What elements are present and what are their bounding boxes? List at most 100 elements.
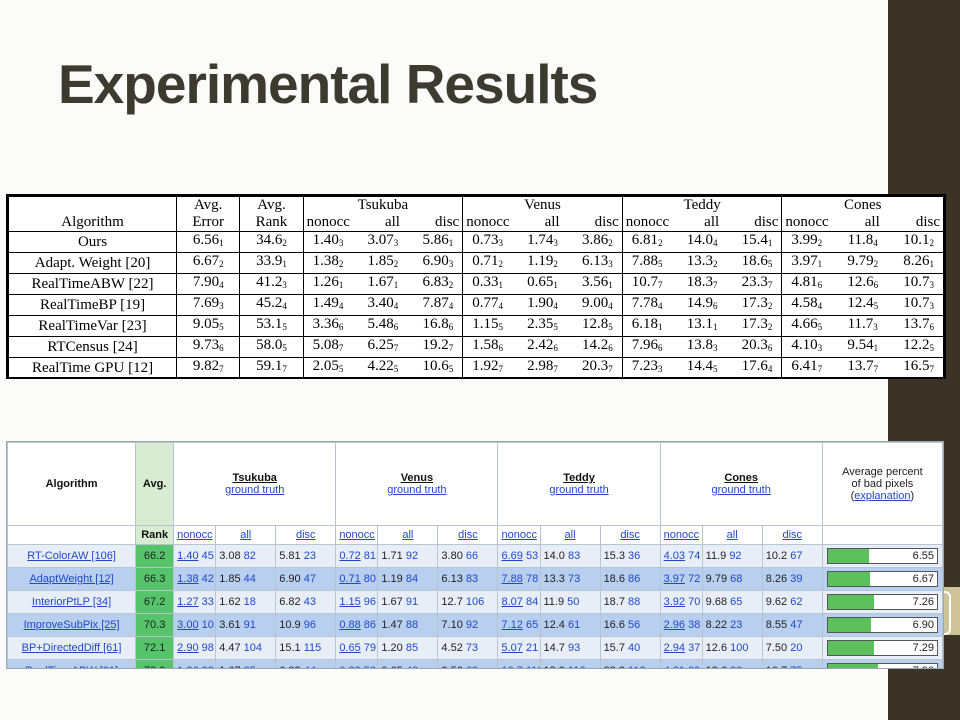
subcol-nonocc-link[interactable]: nonocc [335, 525, 379, 545]
value[interactable]: 0.88 [339, 619, 361, 631]
value[interactable]: 3.00 [177, 619, 199, 631]
table-row: RealTimeVar [23] 9.055 53.15 3.366 5.486 16.8… [7, 315, 944, 337]
subcol-label[interactable]: all [564, 529, 576, 541]
subcol-label[interactable]: disc [296, 529, 316, 541]
avg-error-value: 9.055 [192, 316, 224, 332]
value[interactable]: 5.07 [501, 642, 523, 654]
group-title-link[interactable]: Teddy [563, 472, 595, 484]
value[interactable]: 10.7 [501, 665, 522, 668]
subcol-label[interactable]: all [726, 529, 738, 541]
ground-truth-link[interactable]: ground truth [387, 484, 447, 496]
value: 1.71 [381, 550, 403, 562]
value[interactable]: 7.12 [501, 619, 523, 631]
cell-value: 17.32 [741, 316, 773, 332]
group-values-row: 2.055 4.225 10.65 [307, 358, 460, 378]
subcol-label[interactable]: disc [458, 529, 478, 541]
subheader-empty [7, 525, 137, 545]
value-cell: 4.52 73 [437, 636, 499, 660]
value: 10.9 [279, 619, 301, 631]
value[interactable]: 6.69 [501, 550, 523, 562]
subcol-label[interactable]: all [240, 529, 252, 541]
subcol-disc-link[interactable]: disc [761, 525, 823, 545]
value[interactable]: 1.40 [177, 550, 199, 562]
algorithm-link[interactable]: AdaptWeight [12] [29, 573, 114, 585]
value[interactable]: 2.96 [663, 619, 686, 631]
value[interactable]: 1.38 [177, 573, 199, 585]
cell-value: 7.885 [631, 253, 663, 269]
cell-value-rank: 7 [393, 343, 399, 353]
header-group-cones: Cones ground truth [659, 442, 823, 526]
subcol-label[interactable]: nonocc [663, 529, 700, 541]
group-values-row: 4.584 12.45 10.73 [785, 295, 940, 315]
algorithm-link[interactable]: RealTimeABW [81] [25, 665, 118, 668]
subcol-disc-link[interactable]: disc [437, 525, 499, 545]
value-cell: 6.13 83 [437, 567, 499, 591]
subcol-all: all [544, 214, 560, 230]
value[interactable]: 0.72 [339, 550, 361, 562]
value[interactable]: 0.33 [339, 665, 360, 668]
group-title-link[interactable]: Cones [724, 472, 759, 484]
subcol-all-link[interactable]: all [215, 525, 277, 545]
ground-truth-link[interactable]: ground truth [225, 484, 285, 496]
cell-value-rank: 7 [929, 364, 934, 374]
subcol-label[interactable]: disc [620, 529, 640, 541]
subcol-label[interactable]: nonocc [339, 529, 375, 541]
algorithm-link[interactable]: InteriorPtLP [34] [31, 596, 112, 608]
value[interactable]: 0.65 [339, 642, 361, 654]
cell-value: 12.66 [847, 274, 879, 290]
subcol-label[interactable]: disc [782, 529, 803, 541]
avg-error-value: 6.672 [192, 253, 224, 269]
value: 15.1 [279, 642, 301, 654]
value[interactable]: 8.07 [501, 596, 523, 608]
subcol-all-link[interactable]: all [539, 525, 601, 545]
value[interactable]: 1.26 [177, 665, 198, 668]
value[interactable]: 2.90 [177, 642, 199, 654]
header-group-tsukuba: Tsukuba ground truth [173, 442, 337, 526]
value[interactable]: 4.03 [663, 550, 686, 562]
algorithm-link[interactable]: ImproveSubPix [25] [23, 619, 120, 631]
rank: 98 [201, 642, 214, 654]
subcol-label[interactable]: nonocc [501, 529, 537, 541]
explanation-link[interactable]: explanation [854, 490, 911, 502]
group-subcols: nonocc all disc [785, 214, 940, 231]
group-values: 7.784 14.96 17.32 [621, 294, 783, 316]
value[interactable]: 3.92 [663, 596, 686, 608]
group-title-link[interactable]: Venus [400, 472, 434, 484]
cell-value-rank: 6 [448, 322, 454, 332]
value[interactable]: 1.27 [177, 596, 199, 608]
subcol-all-link[interactable]: all [377, 525, 439, 545]
ground-truth-link[interactable]: ground truth [711, 484, 771, 496]
ground-truth-link[interactable]: ground truth [549, 484, 609, 496]
subcol-nonocc-link[interactable]: nonocc [659, 525, 703, 545]
group-values: 0.774 1.904 9.004 [462, 294, 623, 316]
cell-value-rank: 2 [338, 259, 344, 269]
subcol-all-link[interactable]: all [701, 525, 763, 545]
value[interactable]: 4.81 [664, 665, 685, 668]
value[interactable]: 7.88 [501, 573, 523, 585]
rank: 84 [405, 573, 419, 585]
group-title-link[interactable]: Tsukuba [232, 472, 277, 484]
value[interactable]: 2.94 [663, 642, 686, 654]
algorithm-link[interactable]: BP+DirectedDiff [61] [21, 642, 122, 654]
subcol-disc-link[interactable]: disc [275, 525, 337, 545]
value[interactable]: 3.97 [663, 573, 686, 585]
cell-value-rank: 7 [873, 364, 879, 374]
value-cell: 6.82 43 [275, 590, 337, 614]
group-values: 3.366 5.486 16.86 [302, 315, 464, 337]
algorithm-link[interactable]: RT-ColorAW [106] [27, 550, 116, 562]
value[interactable]: 1.15 [339, 596, 361, 608]
subcol-label[interactable]: nonocc [177, 529, 213, 541]
subcol-nonocc-link[interactable]: nonocc [173, 525, 217, 545]
cell-value-rank: 5 [393, 364, 399, 374]
value[interactable]: 0.71 [339, 573, 361, 585]
rank: 92 [729, 550, 742, 562]
avg-error-value-rank: 4 [219, 280, 224, 290]
subcol-disc-link[interactable]: disc [599, 525, 661, 545]
rank: 92 [405, 550, 419, 562]
value-cell: 1.47 88 [377, 613, 439, 637]
subcol-label[interactable]: all [402, 529, 414, 541]
cell-value: 0.651 [527, 274, 558, 290]
subcol-nonocc-link[interactable]: nonocc [497, 525, 541, 545]
value: 4.52 [441, 642, 463, 654]
value: 18.3 [544, 665, 565, 668]
